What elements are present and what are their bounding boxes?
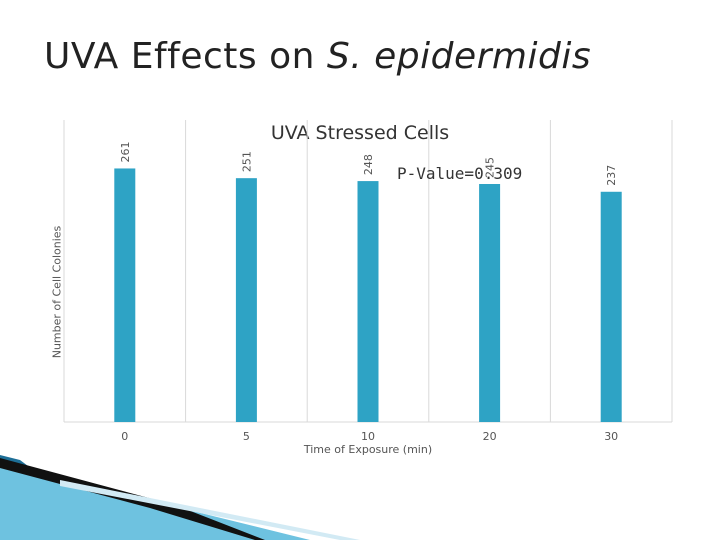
chart-title: UVA Stressed Cells (270, 122, 450, 144)
x-tick-30: 30 (604, 430, 618, 443)
bars (114, 168, 622, 422)
slide-title-species: S. epidermidis (326, 36, 592, 77)
bar-5 (235, 178, 257, 422)
data-labels: 261 251 248 245 237 (119, 141, 618, 185)
corner-wave-pale (60, 480, 360, 540)
slide-title-main: UVA Effects on (44, 36, 327, 77)
x-axis-label: Time of Exposure (min) (303, 443, 433, 456)
x-tick-5: 5 (243, 430, 250, 443)
p-value-annotation: P-Value=0.309 (397, 164, 523, 183)
data-label-30: 237 (605, 165, 618, 186)
bar-30 (600, 191, 622, 422)
data-label-0: 261 (119, 141, 132, 162)
x-tick-labels: 0 5 10 20 30 (121, 430, 618, 443)
data-label-20: 245 (484, 157, 497, 178)
x-tick-20: 20 (483, 430, 497, 443)
corner-wave-light (0, 462, 310, 540)
x-tick-10: 10 (361, 430, 375, 443)
y-axis-label: Number of Cell Colonies (50, 225, 64, 359)
bar-10 (357, 181, 379, 422)
data-label-10: 248 (362, 154, 375, 175)
data-label-5: 251 (240, 151, 253, 172)
slide-title: UVA Effects on S. epidermidis (44, 36, 591, 77)
bar-20 (479, 184, 501, 422)
x-tick-0: 0 (121, 430, 128, 443)
bar-0 (114, 168, 136, 422)
